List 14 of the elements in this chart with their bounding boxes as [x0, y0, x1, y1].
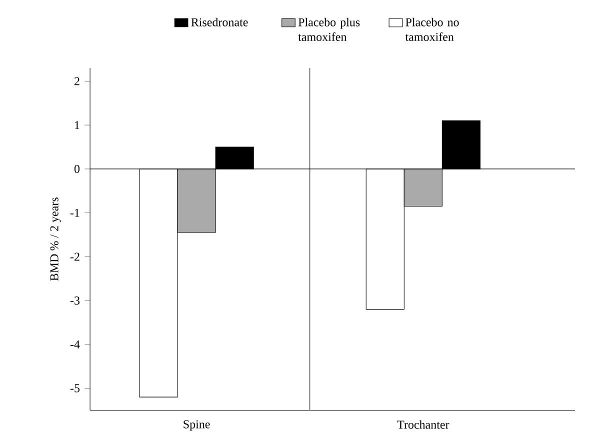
legend-label: Risedronate — [191, 18, 248, 26]
y-tick-label: -4 — [70, 340, 80, 348]
y-tick-label: 0 — [74, 164, 80, 173]
legend-label: Placebo plus tamoxifen — [298, 18, 360, 41]
y-tick-label: -2 — [70, 252, 80, 261]
y-axis-title: BMD % / 2 years — [50, 197, 61, 281]
legend-label: Placebo no tamoxifen — [405, 18, 459, 41]
y-tick-label: -3 — [70, 296, 80, 304]
x-tick-label: Trochanter — [397, 420, 450, 429]
y-tick-label: -1 — [70, 208, 80, 217]
y-tick-label: 1 — [75, 120, 80, 129]
x-tick-label: Spine — [184, 420, 210, 431]
y-tick-label: -5 — [70, 384, 80, 392]
y-tick-label: 2 — [74, 77, 80, 86]
